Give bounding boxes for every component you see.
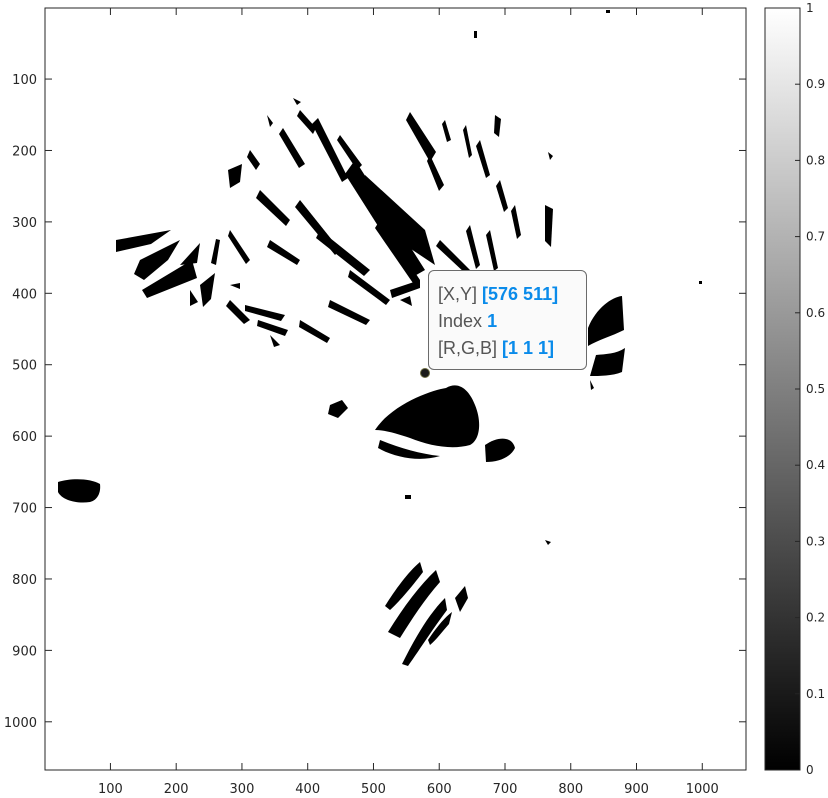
x-tick-label: 700 (493, 782, 518, 797)
image-background (45, 8, 746, 770)
datatip-rgb-label: [R,G,B] (438, 338, 498, 358)
colorbar-ticks: 0 0.1 0.2 0.3 0.4 0.5 0.6 0.7 0.8 0.9 1 (795, 1, 825, 777)
colorbar-gradient (764, 7, 801, 771)
colorbar-tick-label: 1 (806, 1, 814, 15)
y-tick-label: 500 (12, 359, 37, 374)
datatip-xy-label: [X,Y] (438, 284, 478, 304)
y-axis: 100 200 300 400 500 600 700 800 900 1000 (4, 73, 746, 731)
axes-frame (44, 7, 747, 771)
x-tick-label: 100 (98, 782, 123, 797)
colorbar-tick-label: 0.8 (806, 153, 825, 167)
datatip-index-row: Index 1 (438, 308, 586, 335)
x-tick-label: 500 (361, 782, 386, 797)
colorbar[interactable]: 0 0.1 0.2 0.3 0.4 0.5 0.6 0.7 0.8 0.9 1 (764, 1, 825, 777)
datatip[interactable]: [X,Y] [576 511] Index 1 [R,G,B] [1 1 1] (428, 270, 587, 370)
x-tick-label: 400 (295, 782, 320, 797)
colorbar-tick-label: 0.9 (806, 77, 825, 91)
x-tick-label: 600 (427, 782, 452, 797)
datatip-xy-row: [X,Y] [576 511] (438, 281, 586, 308)
colorbar-tick-label: 0.7 (806, 230, 825, 244)
datatip-index-label: Index (438, 311, 483, 331)
binary-image-blobs (58, 10, 702, 666)
datatip-index-value: 1 (487, 311, 498, 331)
x-tick-label: 200 (164, 782, 189, 797)
x-axis: 100 200 300 400 500 600 700 800 900 1000 (98, 8, 719, 797)
x-tick-label: 1000 (686, 782, 719, 797)
colorbar-tick-label: 0.4 (806, 458, 825, 472)
y-tick-label: 400 (12, 287, 37, 302)
colorbar-tick-label: 0.3 (806, 534, 825, 548)
datatip-marker[interactable] (420, 368, 430, 378)
x-tick-label: 800 (558, 782, 583, 797)
y-tick-label: 300 (12, 216, 37, 231)
y-tick-label: 100 (12, 73, 37, 88)
y-tick-label: 700 (12, 502, 37, 517)
colorbar-tick-label: 0.6 (806, 306, 825, 320)
colorbar-tick-label: 0.1 (806, 687, 825, 701)
colorbar-tick-label: 0.2 (806, 611, 825, 625)
y-tick-label: 1000 (4, 716, 37, 731)
datatip-rgb-value: [1 1 1] (502, 338, 555, 358)
datatip-rgb-row: [R,G,B] [1 1 1] (438, 335, 586, 362)
y-tick-label: 900 (12, 644, 37, 659)
image-axes[interactable]: 100 200 300 400 500 600 700 800 900 1000 100 200 30… (4, 7, 747, 797)
colorbar-tick-label: 0.5 (806, 382, 825, 396)
y-tick-label: 800 (12, 573, 37, 588)
datatip-xy-value: [576 511] (482, 284, 559, 304)
x-tick-label: 300 (230, 782, 255, 797)
colorbar-tick-label: 0 (806, 763, 814, 777)
y-tick-label: 200 (12, 144, 37, 159)
x-tick-label: 900 (624, 782, 649, 797)
y-tick-label: 600 (12, 430, 37, 445)
